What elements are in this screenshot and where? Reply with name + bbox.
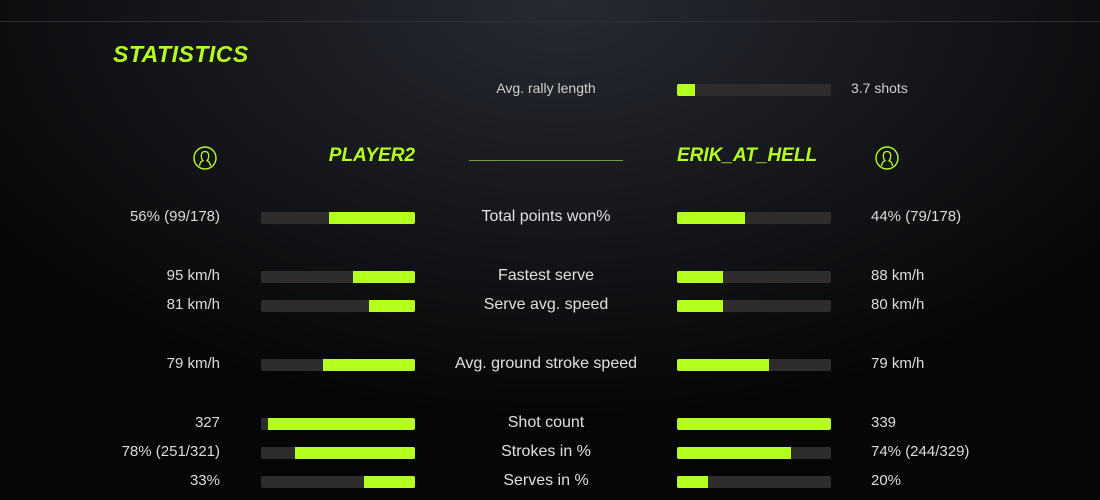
stat-label: Strokes in % — [501, 443, 591, 460]
stat-label: Serve avg. speed — [483, 296, 609, 313]
stat-right-bar-fill — [677, 212, 745, 224]
stat-label: Shot count — [507, 414, 585, 431]
stat-right-value: 44% (79/178) — [871, 208, 962, 225]
player-left-name: PLAYER2 — [328, 145, 415, 166]
stat-left-bar — [261, 212, 415, 224]
stat-left-bar-fill — [294, 447, 415, 459]
stat-right-bar-fill — [677, 476, 708, 488]
stat-left-bar — [261, 271, 415, 283]
stat-label: Serves in % — [503, 472, 589, 489]
stat-left-bar — [261, 476, 415, 488]
user-avatar-icon — [193, 146, 217, 170]
stat-left-bar — [261, 300, 415, 312]
stat-right-bar — [677, 300, 831, 312]
stat-left-bar — [261, 447, 415, 459]
stat-right-bar-fill — [677, 418, 831, 430]
stat-label: Fastest serve — [497, 267, 595, 284]
stat-left-bar-fill — [364, 476, 415, 488]
stat-left-value: 95 km/h — [166, 267, 220, 284]
stat-right-value: 74% (244/329) — [871, 443, 970, 460]
stat-right-value: 339 — [871, 414, 897, 431]
stat-right-bar — [677, 476, 831, 488]
stat-right-value: 88 km/h — [871, 267, 925, 284]
user-avatar-icon — [875, 146, 899, 170]
stat-right-bar — [677, 359, 831, 371]
stat-right-value: 20% — [871, 472, 902, 489]
stat-left-bar-fill — [368, 300, 415, 312]
rally-bar — [677, 84, 831, 96]
stat-right-bar — [677, 418, 831, 430]
stat-right-bar — [677, 271, 831, 283]
rally-bar-fill — [677, 84, 696, 96]
rally-label: Avg. rally length — [496, 80, 596, 96]
stat-left-value: 56% (99/178) — [129, 208, 220, 225]
stat-left-bar-fill — [353, 271, 415, 283]
stat-left-value: 327 — [194, 414, 220, 431]
stat-right-bar-fill — [677, 271, 724, 283]
stat-left-bar — [261, 359, 415, 371]
player-right-name: ERIK_AT_HELL — [677, 145, 818, 166]
stat-right-bar — [677, 212, 831, 224]
stat-right-bar-fill — [677, 300, 724, 312]
stat-left-value: 81 km/h — [166, 296, 220, 313]
stat-left-bar — [261, 418, 415, 430]
stat-left-value: 78% (251/321) — [121, 443, 220, 460]
stat-right-value: 80 km/h — [871, 296, 925, 313]
stat-left-bar-fill — [328, 212, 415, 224]
stat-left-value: 79 km/h — [166, 355, 220, 372]
stat-left-value: 33% — [189, 472, 220, 489]
players-divider — [469, 160, 623, 161]
stat-label: Total points won% — [481, 208, 611, 225]
top-divider — [0, 21, 1100, 22]
stat-right-value: 79 km/h — [871, 355, 925, 372]
stat-left-bar-fill — [322, 359, 415, 371]
stat-label: Avg. ground stroke speed — [454, 355, 638, 372]
stat-left-bar-fill — [267, 418, 415, 430]
stat-right-bar-fill — [677, 447, 791, 459]
stat-right-bar-fill — [677, 359, 770, 371]
rally-value: 3.7 shots — [851, 80, 908, 96]
stat-right-bar — [677, 447, 831, 459]
page-title: STATISTICS — [113, 41, 249, 67]
